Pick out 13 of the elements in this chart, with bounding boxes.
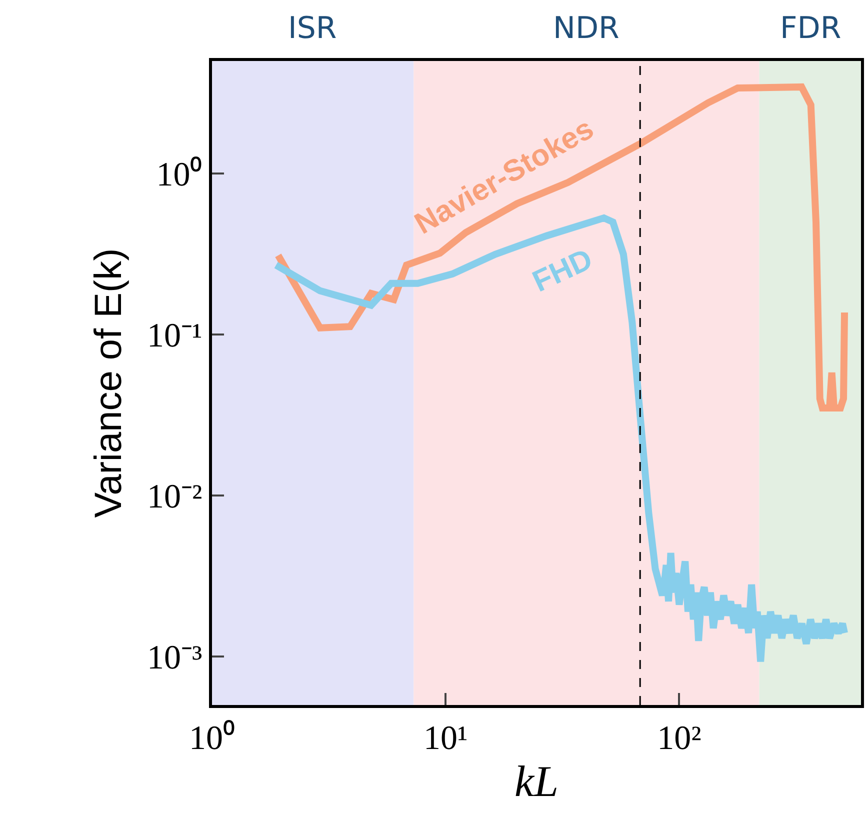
y-tick-label: 10⁻¹	[146, 317, 202, 354]
x-tick-label: 10²	[657, 720, 702, 757]
x-tick-label: 10¹	[424, 720, 468, 757]
band-label: FDR	[780, 11, 842, 46]
band-label: NDR	[553, 11, 620, 46]
text: FHD	[528, 242, 598, 299]
y-tick-label: 10⁻³	[146, 639, 202, 676]
x-tick-label: 10⁰	[189, 720, 235, 757]
y-tick-label: 10⁰	[156, 156, 202, 194]
x-axis-title: kL	[514, 757, 558, 806]
y-tick-label: 10⁻²	[146, 478, 202, 516]
y-axis-title: Variance of E(k)	[88, 248, 130, 518]
band-label: ISR	[288, 11, 337, 46]
